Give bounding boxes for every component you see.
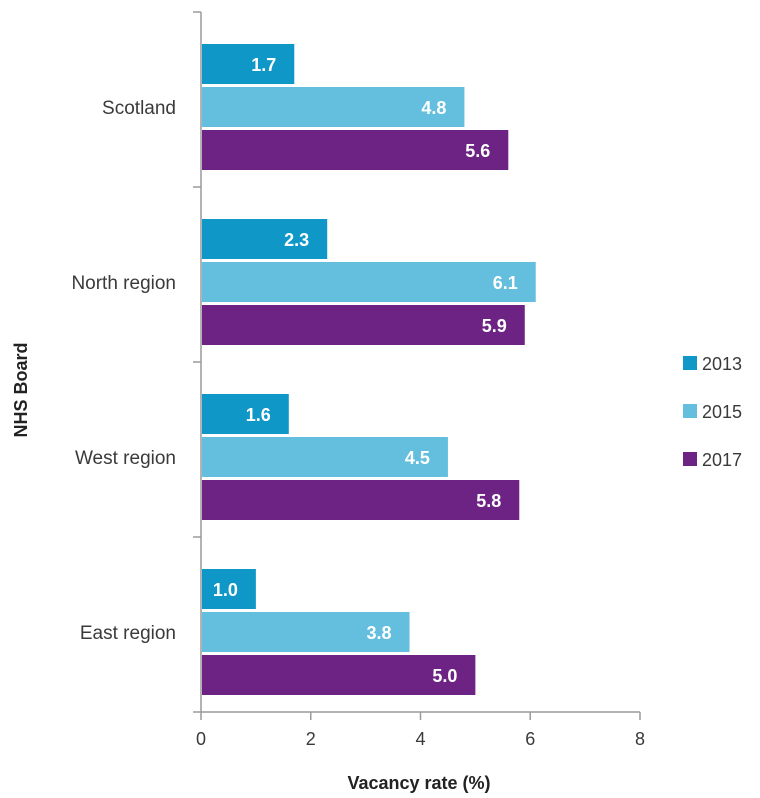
bar-2017-north-region [202,305,525,345]
bar-value-label: 5.8 [476,491,501,511]
bar-value-label: 5.6 [465,141,490,161]
bar-2015-north-region [202,262,536,302]
legend-label: 2015 [702,402,742,422]
bar-2013-north-region [202,219,328,259]
bar-2013-scotland [202,44,295,84]
bar-value-label: 4.8 [421,98,446,118]
x-tick-label: 4 [415,729,425,749]
bar-2015-east-region [202,612,410,652]
bar-value-label: 3.8 [366,623,391,643]
bar-value-label: 5.9 [482,316,507,336]
x-axis-title: Vacancy rate (%) [347,773,490,793]
category-label: East region [80,623,176,644]
bar-2015-scotland [202,87,465,127]
bar-value-label: 6.1 [493,273,518,293]
category-label: Scotland [102,98,176,119]
category-label: North region [71,273,176,294]
bar-value-label: 2.3 [284,230,309,250]
x-tick-label: 8 [635,729,645,749]
bar-value-label: 4.5 [405,448,430,468]
y-axis-title: NHS Board [11,342,31,437]
data-labels: 1.7 4.8 5.6 2.3 6.1 5.9 1.6 4.5 5.8 1.0 3.8 5.0 [213,55,518,686]
bar-2017-scotland [202,130,509,170]
bar-value-label: 5.0 [432,666,457,686]
legend-label: 2017 [702,450,742,470]
legend-label: 2013 [702,354,742,374]
x-tick-label: 2 [306,729,316,749]
x-tick-label: 0 [196,729,206,749]
bar-value-label: 1.7 [251,55,276,75]
bar-2017-west-region [202,480,520,520]
bar-2017-east-region [202,655,476,695]
legend-swatch [683,356,697,370]
bar-2015-west-region [202,437,448,477]
bar-value-label: 1.0 [213,580,238,600]
bar-2013-east-region [202,569,256,609]
bars [202,44,536,695]
bar-value-label: 1.6 [246,405,271,425]
legend-swatch [683,404,697,418]
x-tick-label: 6 [525,729,535,749]
axes: 0 2 4 6 8 Scotland North region West region East… [71,11,645,749]
bar-2013-west-region [202,394,289,434]
category-label: West region [75,448,176,469]
legend-swatch [683,452,697,466]
legend: 2013 2015 2017 [683,354,742,470]
